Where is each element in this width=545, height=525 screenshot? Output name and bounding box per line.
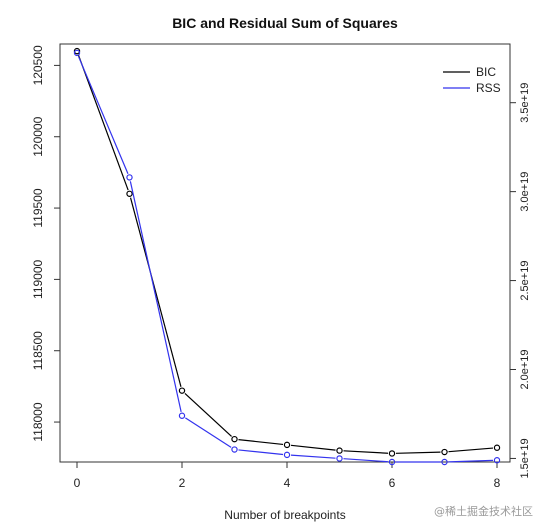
bic-line-segment xyxy=(448,447,494,453)
rss-line-segment xyxy=(129,181,182,412)
rss-point xyxy=(441,458,448,466)
left-y-tick-label: 118000 xyxy=(31,402,45,441)
rss-point xyxy=(231,446,238,453)
x-tick-label: 0 xyxy=(74,476,81,490)
x-axis: 0 2 4 6 8 xyxy=(74,462,501,490)
x-tick-label: 2 xyxy=(179,476,186,490)
bic-point xyxy=(336,447,343,454)
rss-line-segment xyxy=(343,458,389,463)
left-y-tick-label: 119000 xyxy=(31,259,45,298)
bic-line-segment xyxy=(395,451,441,454)
rss-point xyxy=(178,412,186,419)
rss-point xyxy=(493,457,501,464)
rss-point xyxy=(283,451,291,459)
bic-point xyxy=(441,448,448,456)
bic-line-segment xyxy=(290,444,336,451)
watermark: @稀土掘金技术社区 xyxy=(434,505,533,518)
bic-line-segment xyxy=(77,54,129,191)
legend: BIC RSS xyxy=(443,65,501,95)
left-y-tick-label: 120000 xyxy=(31,116,45,156)
legend-label-bic: BIC xyxy=(476,65,496,79)
x-tick-label: 6 xyxy=(389,476,396,490)
bic-point xyxy=(388,450,396,457)
series-layer xyxy=(73,47,501,466)
chart-title: BIC and Residual Sum of Squares xyxy=(172,15,398,31)
rss-point xyxy=(336,455,343,462)
bic-line-segment xyxy=(238,439,284,446)
x-tick-label: 4 xyxy=(284,476,291,490)
rss-line-segment xyxy=(448,459,494,463)
bic-point xyxy=(283,441,291,449)
right-y-tick-label: 2.0e+19 xyxy=(519,349,531,389)
rss-point xyxy=(73,49,81,57)
bic-line-segment xyxy=(129,197,182,387)
right-y-tick-label: 3.5e+19 xyxy=(519,83,531,123)
bic-point xyxy=(178,387,186,394)
right-y-axis: 1.5e+19 2.0e+19 2.5e+19 3.0e+19 3.5e+19 xyxy=(510,83,531,478)
rss-line-segment xyxy=(290,454,336,459)
rss-line-segment xyxy=(238,449,284,456)
right-y-tick-label: 2.5e+19 xyxy=(519,261,531,301)
legend-label-rss: RSS xyxy=(476,81,501,95)
rss-point xyxy=(388,458,396,466)
rss-point xyxy=(126,174,133,181)
left-y-axis: 118000 118500 119000 119500 120000 120500 xyxy=(31,45,60,442)
right-y-tick-label: 3.0e+19 xyxy=(519,172,531,212)
x-axis-label: Number of breakpoints xyxy=(224,508,345,522)
left-y-tick-label: 120500 xyxy=(31,45,45,85)
rss-line-segment xyxy=(185,417,232,448)
bic-point xyxy=(231,435,238,443)
left-y-tick-label: 119500 xyxy=(31,188,45,227)
bic-point xyxy=(126,190,133,197)
bic-point xyxy=(493,444,501,451)
right-y-tick-label: 1.5e+19 xyxy=(519,438,531,478)
bic-line-segment xyxy=(343,450,389,454)
left-y-tick-label: 118500 xyxy=(31,331,45,370)
rss-line-segment xyxy=(78,56,129,174)
plot-frame xyxy=(59,43,511,463)
bic-line-segment xyxy=(184,392,232,437)
x-tick-label: 8 xyxy=(494,476,501,490)
